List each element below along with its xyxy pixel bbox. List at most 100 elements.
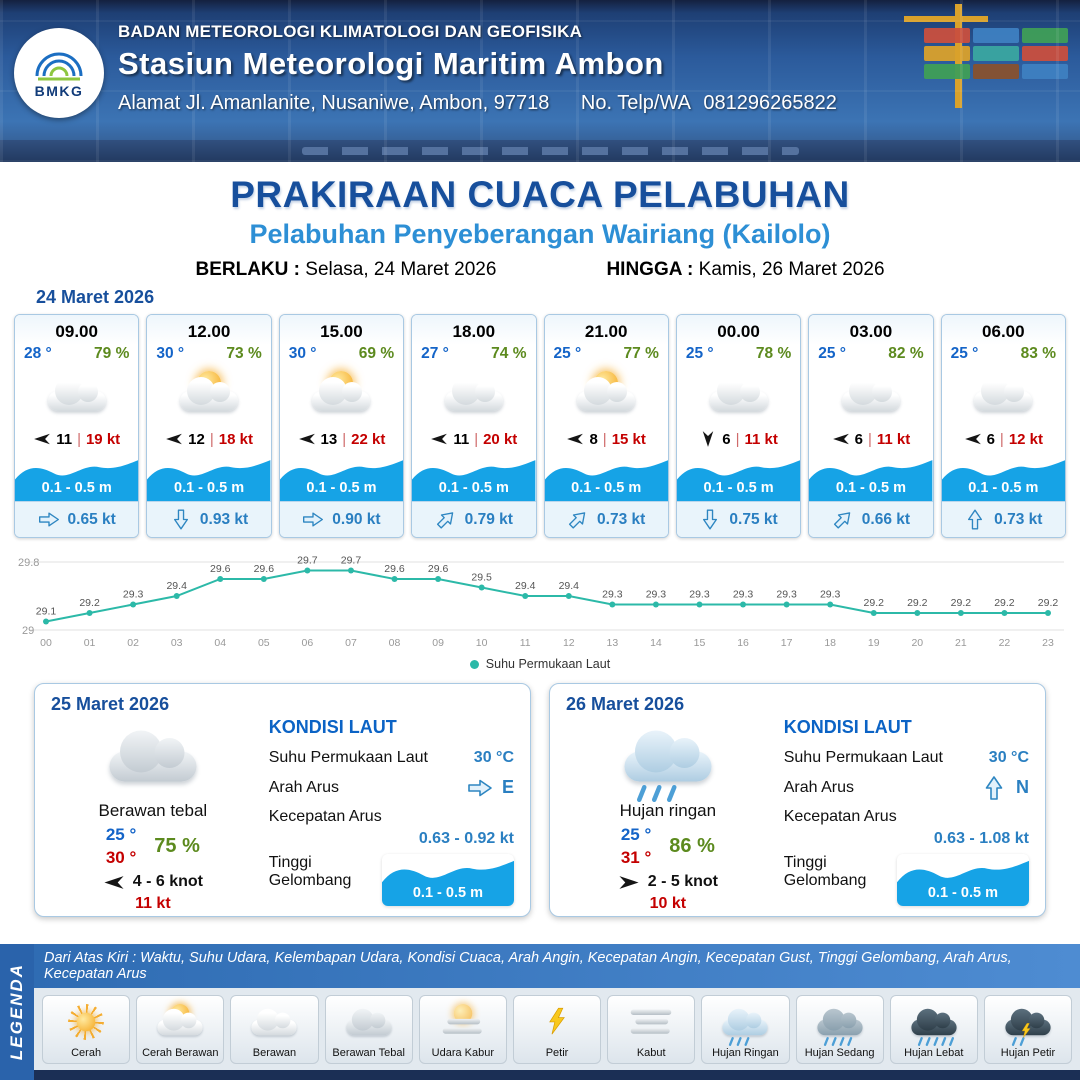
current-direction-row: Arah Arus N — [784, 775, 1029, 801]
chart-legend: Suhu Permukaan Laut — [16, 657, 1064, 671]
legend-item-label: Cerah — [71, 1047, 102, 1059]
wind-gust-separator: | — [77, 430, 81, 448]
svg-text:29: 29 — [22, 625, 34, 637]
current-row: 0.93 kt — [147, 501, 271, 537]
current-speed: 0.90 kt — [332, 510, 381, 528]
wind-direction-arrow — [832, 432, 850, 446]
wave-height-box: 0.1 - 0.5 m — [896, 854, 1029, 906]
gust-speed: 18 kt — [218, 430, 253, 448]
temp-humidity-row: 27 ° 74 % — [412, 345, 535, 363]
svg-text:29.7: 29.7 — [297, 555, 318, 567]
svg-text:29.3: 29.3 — [733, 589, 754, 601]
current-speed-range: 0.63 - 0.92 kt — [418, 830, 514, 847]
weather-icon-slot — [147, 363, 270, 425]
wind-direction-arrow — [33, 432, 51, 446]
org-name: BADAN METEOROLOGI KLIMATOLOGI DAN GEOFIS… — [118, 22, 583, 41]
current-speed: 0.75 kt — [729, 510, 778, 528]
sea-conditions-title: KONDISI LAUT — [783, 717, 912, 737]
wave-height: 0.1 - 0.5 m — [412, 885, 483, 901]
svg-text:10: 10 — [476, 637, 488, 649]
wave-height-box: 0.1 - 0.5 m — [809, 454, 933, 501]
wind-gust-separator: | — [474, 430, 479, 448]
current-direction-arrow — [564, 506, 592, 534]
svg-text:16: 16 — [737, 637, 749, 649]
hourly-section: 24 Maret 2026 09.00 28 ° 79 % 11 | 19 kt… — [0, 287, 1080, 538]
legend-item-hujan-lebat: Hujan Lebat — [889, 995, 978, 1064]
wave-height: 0.1 - 0.5 m — [835, 480, 906, 496]
temp-humidity-row: 28 ° 79 % — [15, 345, 138, 363]
bmkg-logo-art — [35, 52, 83, 80]
wind-gust-separator: | — [342, 430, 347, 448]
cloudy-icon — [704, 369, 774, 419]
current-direction-arrow — [984, 775, 1004, 801]
svg-text:29.6: 29.6 — [254, 563, 275, 575]
sea-surface-temp-row: Suhu Permukaan Laut 30 °C — [783, 749, 1029, 766]
weather-icon-slot — [280, 363, 403, 425]
current-direction-arrow — [38, 511, 60, 528]
wind-direction-arrow — [430, 432, 448, 446]
current-row: 0.73 kt — [941, 501, 1065, 537]
wave-height-row: Tinggi Gelombang 0.1 - 0.5 m — [784, 854, 1029, 906]
hourly-forecast-card: 09.00 28 ° 79 % 11 | 19 kt 0.1 - 0.5 m 0… — [14, 314, 140, 538]
gust-speed: 19 kt — [85, 430, 121, 448]
svg-text:09: 09 — [432, 637, 444, 649]
svg-text:29.4: 29.4 — [166, 580, 187, 592]
current-direction-arrow — [467, 778, 493, 798]
humidity: 74 % — [491, 345, 527, 362]
temp-max: 31 ° — [620, 848, 652, 867]
wind-row: 11 | 20 kt — [412, 425, 535, 453]
wave-height-row: Tinggi Gelombang 0.1 - 0.5 m — [269, 854, 514, 906]
sea-surface-temp: 30 °C — [988, 749, 1029, 766]
sun-cloud-icon — [153, 1003, 208, 1042]
weather-icon-slot — [15, 363, 138, 425]
wind-direction-arrow — [566, 432, 584, 446]
wind-gust-separator: | — [602, 430, 607, 448]
temperature: 25 ° — [818, 345, 846, 362]
legend-item-petir: Petir — [512, 995, 602, 1064]
current-direction-arrow — [172, 509, 189, 531]
temp-humidity-row: 25 ° 82 % — [809, 345, 932, 363]
wind-direction-arrow — [964, 432, 982, 446]
legend-item-label: Cerah Berawan — [142, 1047, 219, 1059]
wave-height: 0.1 - 0.5 m — [41, 480, 112, 496]
wave-height: 0.1 - 0.5 m — [968, 480, 1039, 496]
wind-speed: 11 — [453, 430, 470, 448]
wave-height-box: 0.1 - 0.5 m — [544, 454, 668, 501]
gust-speed: 12 kt — [1008, 430, 1044, 448]
daily-section: 25 Maret 2026 Berawan tebal 25 ° 30 ° 75… — [0, 671, 1080, 917]
legend-item-berawan-tebal: Berawan Tebal — [324, 995, 413, 1064]
station-name: Stasiun Meteorologi Maritim Ambon — [118, 46, 664, 81]
rain-light-icon — [718, 1003, 773, 1047]
wind-gust-separator: | — [735, 430, 740, 448]
cloudy-icon — [42, 369, 112, 419]
current-direction-arrow — [967, 509, 984, 531]
valid-until: HINGGA : Kamis, 26 Maret 2026 — [606, 259, 885, 280]
weather-icon-slot — [624, 715, 712, 803]
current-speed: 0.65 kt — [67, 510, 116, 528]
svg-text:29.6: 29.6 — [210, 563, 231, 575]
gust-speed: 11 kt — [876, 430, 911, 448]
temp-humidity-row: 30 ° 73 % — [147, 345, 270, 363]
legend-item-label: Hujan Lebat — [904, 1047, 964, 1059]
legend-note: Dari Atas Kiri : Waktu, Suhu Udara, Kele… — [34, 944, 1080, 988]
current-direction: E — [501, 777, 514, 797]
humidity: 73 % — [226, 345, 262, 362]
svg-text:29.2: 29.2 — [1038, 597, 1059, 609]
weather-icon-slot — [545, 363, 668, 425]
partly-icon — [174, 369, 244, 419]
partly-icon — [306, 369, 376, 419]
hourly-forecast-card: 18.00 27 ° 74 % 11 | 20 kt 0.1 - 0.5 m 0… — [411, 314, 537, 538]
gust-speed: 11 kt — [135, 895, 171, 912]
hourly-forecast-card: 03.00 25 ° 82 % 6 | 11 kt 0.1 - 0.5 m 0.… — [808, 314, 934, 538]
wave-height: 0.1 - 0.5 m — [174, 480, 245, 496]
legend-items-row: Cerah Cerah Berawan Berawan Berawan Tebal Ud… — [34, 988, 1080, 1070]
sun-icon — [59, 1003, 114, 1042]
svg-text:29.2: 29.2 — [951, 597, 972, 609]
legend-marker-icon — [469, 659, 479, 669]
time-label: 06.00 — [941, 315, 1065, 345]
page-title: PRAKIRAAN CUACA PELABUHAN — [230, 174, 850, 215]
wind-speed: 6 — [722, 430, 731, 448]
cloudy-icon — [836, 369, 906, 419]
current-row: 0.90 kt — [279, 501, 404, 537]
